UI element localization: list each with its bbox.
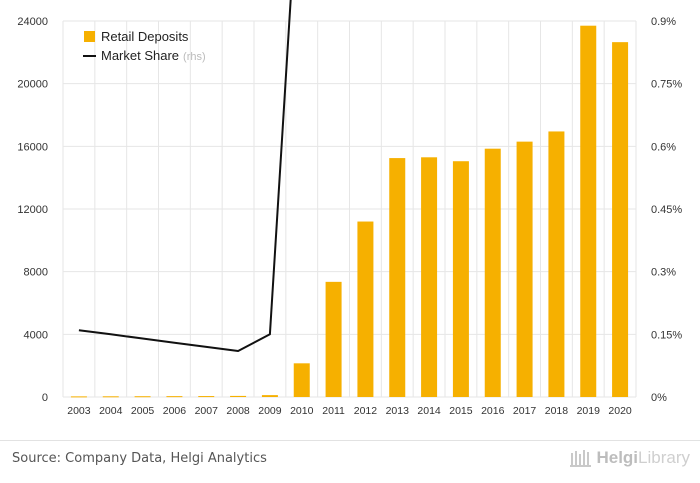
bar-2011 bbox=[325, 281, 342, 397]
footer-divider bbox=[0, 440, 700, 441]
x-tick-label: 2018 bbox=[545, 405, 569, 417]
svg-text:Market Share(rhs): Market Share (rhs) bbox=[101, 48, 206, 63]
y-left-tick-label: 24000 bbox=[17, 16, 48, 28]
bar-2017 bbox=[516, 141, 533, 397]
bar-2006 bbox=[166, 396, 183, 398]
bar-2015 bbox=[452, 161, 469, 397]
x-tick-label: 2009 bbox=[258, 405, 282, 417]
legend-label-market-share: Market Share bbox=[101, 48, 179, 63]
source-note: Source: Company Data, Helgi Analytics bbox=[12, 451, 267, 466]
brand-name-bold: Helgi bbox=[596, 448, 639, 467]
bar-2004 bbox=[102, 396, 119, 398]
bar-2019 bbox=[580, 25, 597, 397]
bar-2014 bbox=[421, 157, 438, 397]
y-right-tick-label: 0.9% bbox=[651, 16, 676, 28]
y-right-tick-label: 0.15% bbox=[651, 329, 682, 341]
bar-2018 bbox=[548, 131, 565, 397]
legend-rhs-hint: (rhs) bbox=[183, 51, 206, 63]
x-tick-label: 2019 bbox=[577, 405, 601, 417]
bar-2009 bbox=[261, 395, 278, 397]
x-tick-label: 2006 bbox=[163, 405, 187, 417]
bar-2010 bbox=[293, 363, 310, 397]
x-tick-label: 2003 bbox=[67, 405, 91, 417]
axes: 0 0% 4000 0.15% 8000 0.3% 12000 0.45% 16000 0.6% 2… bbox=[17, 16, 682, 417]
x-tick-label: 2005 bbox=[131, 405, 155, 417]
x-tick-label: 2011 bbox=[322, 405, 345, 417]
x-tick-label: 2012 bbox=[354, 405, 378, 417]
gridlines bbox=[62, 20, 637, 398]
bar-2020 bbox=[612, 42, 629, 398]
library-logo-icon bbox=[570, 450, 592, 467]
legend-label-retail-deposits: Retail Deposits bbox=[101, 29, 189, 44]
market-share-line bbox=[78, 0, 292, 352]
x-tick-label: 2004 bbox=[99, 405, 123, 417]
x-tick-label: 2016 bbox=[481, 405, 505, 417]
bar-2016 bbox=[484, 148, 501, 397]
y-right-tick-label: 0.45% bbox=[651, 204, 682, 216]
y-right-tick-label: 0.75% bbox=[651, 79, 682, 91]
bar-2005 bbox=[134, 396, 151, 398]
x-tick-label: 2013 bbox=[386, 405, 410, 417]
bar-2012 bbox=[357, 221, 374, 397]
x-tick-label: 2015 bbox=[449, 405, 473, 417]
y-left-tick-label: 8000 bbox=[24, 267, 48, 279]
x-tick-label: 2008 bbox=[226, 405, 250, 417]
legend: Retail Deposits Market Share (rhs) bbox=[83, 29, 206, 63]
y-right-tick-label: 0.3% bbox=[651, 267, 676, 279]
x-tick-label: 2014 bbox=[417, 405, 441, 417]
brand-name-light: Library bbox=[638, 448, 690, 467]
y-left-tick-label: 12000 bbox=[17, 204, 48, 216]
x-tick-label: 2020 bbox=[608, 405, 632, 417]
y-right-tick-label: 0% bbox=[651, 392, 667, 404]
y-left-tick-label: 4000 bbox=[24, 329, 48, 341]
y-left-tick-label: 0 bbox=[42, 392, 48, 404]
y-left-tick-label: 16000 bbox=[17, 141, 48, 153]
y-right-tick-label: 0.6% bbox=[651, 141, 676, 153]
x-tick-label: 2017 bbox=[513, 405, 537, 417]
legend-swatch-retail-deposits bbox=[84, 31, 95, 42]
brand-logo: Helgi Library bbox=[570, 448, 690, 468]
bar-2003 bbox=[70, 396, 87, 398]
bar-2013 bbox=[389, 158, 406, 397]
retail-deposits-bars bbox=[70, 25, 629, 398]
chart: 0 0% 4000 0.15% 8000 0.3% 12000 0.45% 16000 0.6% 2… bbox=[17, 0, 682, 417]
y-left-tick-label: 20000 bbox=[17, 79, 48, 91]
bar-2007 bbox=[198, 396, 215, 398]
bar-2008 bbox=[230, 395, 247, 397]
x-tick-label: 2007 bbox=[195, 405, 219, 417]
x-tick-label: 2010 bbox=[290, 405, 314, 417]
market-share-line-group bbox=[78, 0, 292, 352]
